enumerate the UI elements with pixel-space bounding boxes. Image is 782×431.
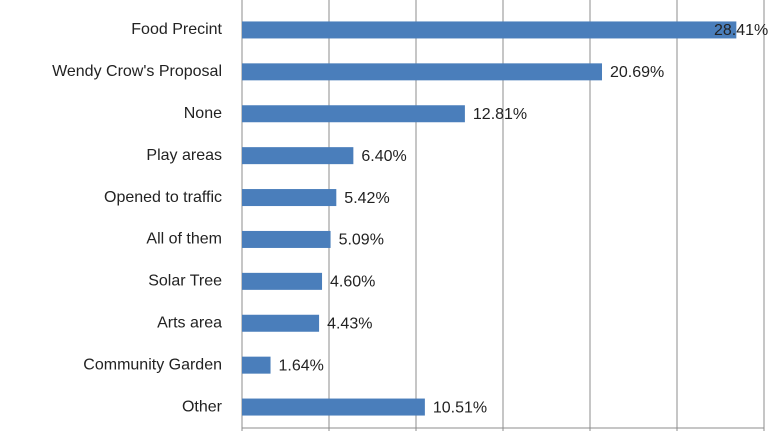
data-label: 28.41% xyxy=(714,22,768,39)
data-label: 5.42% xyxy=(344,190,389,207)
y-tick-label: Wendy Crow's Proposal xyxy=(52,63,222,80)
y-tick-label: None xyxy=(184,105,222,122)
bar xyxy=(242,398,425,416)
data-label: 20.69% xyxy=(610,64,664,81)
y-tick-label: Opened to traffic xyxy=(104,189,222,206)
bar xyxy=(242,105,465,123)
y-tick-label: All of them xyxy=(146,231,222,248)
y-tick-label: Play areas xyxy=(146,147,222,164)
data-label: 12.81% xyxy=(473,106,527,123)
bar xyxy=(242,63,603,81)
data-label: 5.09% xyxy=(339,232,384,249)
data-label: 4.43% xyxy=(327,315,372,332)
y-tick-label: Food Precint xyxy=(131,21,222,38)
data-label: 1.64% xyxy=(279,357,324,374)
bar xyxy=(242,189,337,207)
data-label: 4.60% xyxy=(330,274,375,291)
y-tick-label: Community Garden xyxy=(83,356,222,373)
bar xyxy=(242,230,331,248)
bar xyxy=(242,21,737,39)
y-tick-label: Other xyxy=(182,398,223,415)
bar xyxy=(242,147,354,165)
data-label: 6.40% xyxy=(361,148,406,165)
bar xyxy=(242,314,320,332)
y-tick-label: Solar Tree xyxy=(148,273,222,290)
bar xyxy=(242,272,323,290)
bar xyxy=(242,356,271,374)
data-label: 10.51% xyxy=(433,399,487,416)
y-tick-label: Arts area xyxy=(157,314,222,331)
